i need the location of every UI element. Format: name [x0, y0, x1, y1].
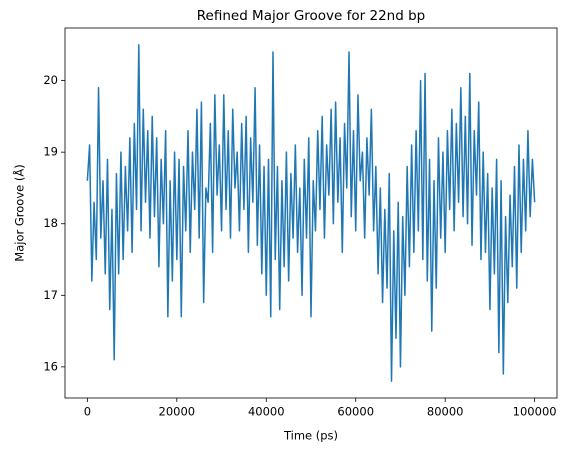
x-tick-label: 100000: [513, 405, 557, 419]
y-tick-label: 20: [43, 73, 58, 87]
y-axis-label: Major Groove (Å): [12, 164, 27, 261]
x-tick-label: 60000: [337, 405, 374, 419]
x-axis-label: Time (ps): [283, 429, 338, 443]
x-tick-label: 20000: [159, 405, 196, 419]
y-tick-label: 18: [43, 216, 58, 230]
y-tick-label: 17: [43, 288, 58, 302]
y-tick-label: 16: [43, 359, 58, 373]
data-line: [86, 44, 536, 382]
axes-frame: [64, 27, 558, 399]
x-tick-label: 0: [84, 405, 91, 419]
y-tick-label: 19: [43, 145, 58, 159]
chart-title: Refined Major Groove for 22nd bp: [197, 8, 426, 24]
x-tick-label: 80000: [427, 405, 464, 419]
x-tick-label: 40000: [248, 405, 285, 419]
